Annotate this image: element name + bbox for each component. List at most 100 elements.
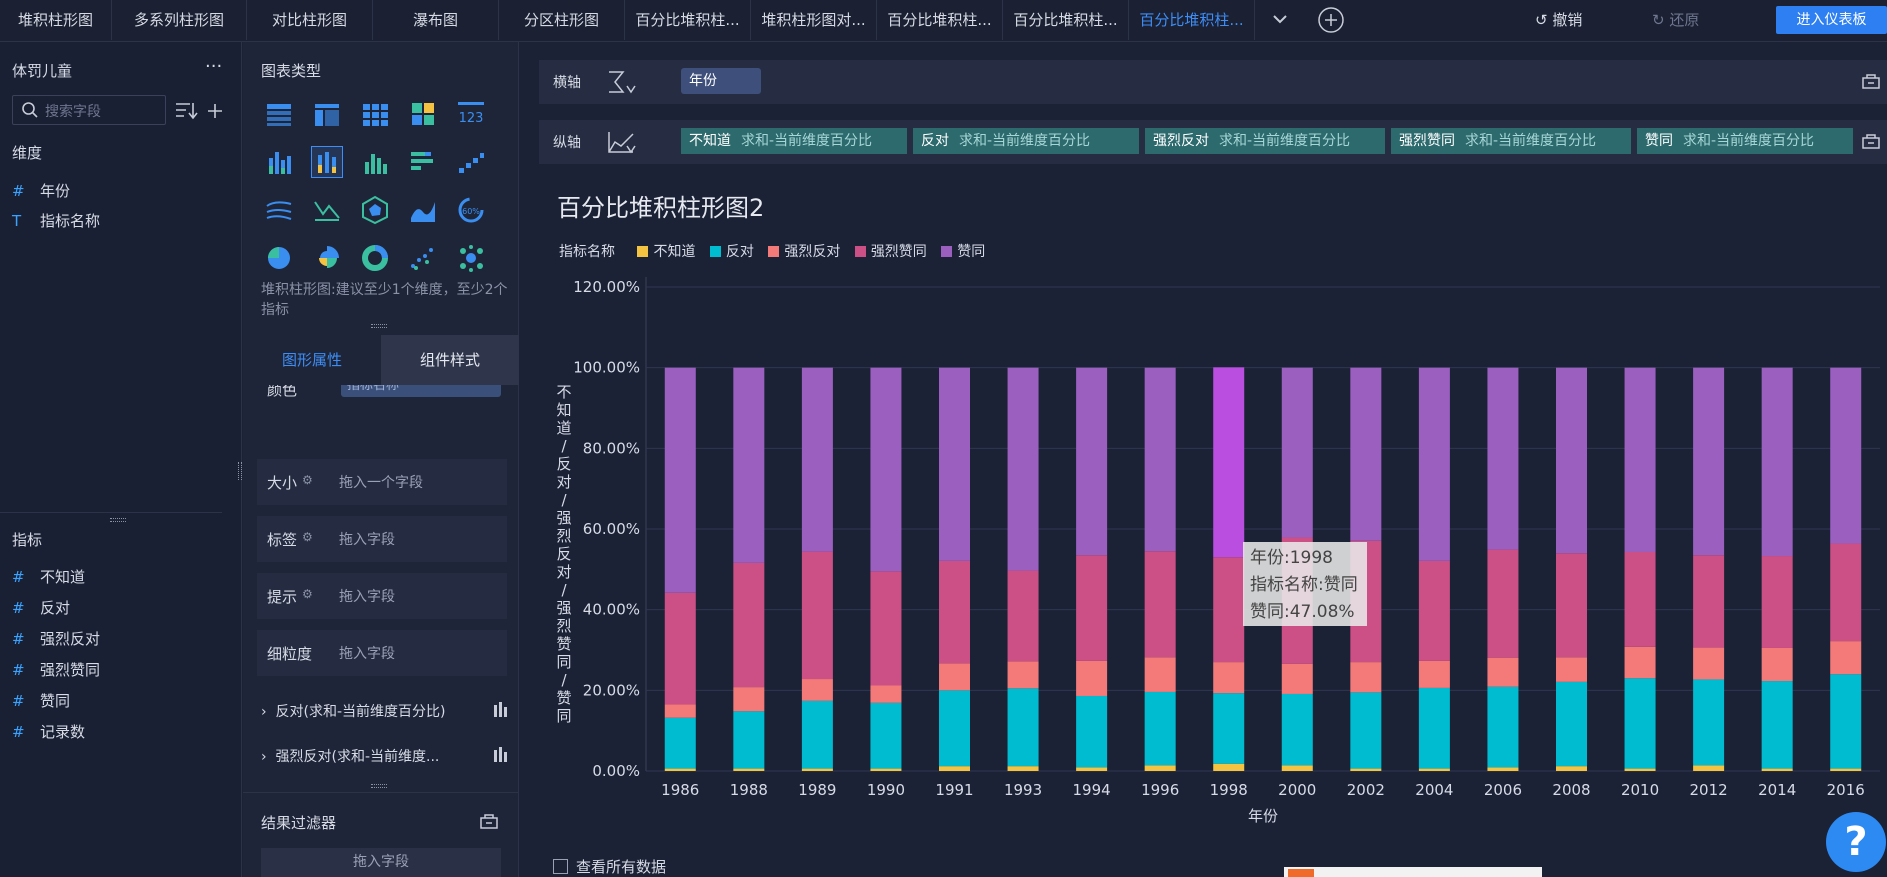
axis-settings-icon[interactable] <box>1861 72 1881 94</box>
size-drop-zone[interactable]: 拖入一个字段 <box>339 475 423 491</box>
tab-compare-bar[interactable]: 对比柱形图 <box>247 0 373 40</box>
table-chart-icon[interactable] <box>263 98 295 130</box>
filter-drop-zone[interactable]: 拖入字段 <box>261 848 501 877</box>
gear-icon[interactable]: ⚙ <box>302 473 313 487</box>
line-chart-icon[interactable] <box>263 194 295 226</box>
percent-stacked-bar-icon[interactable] <box>311 146 343 178</box>
multi-line-icon[interactable] <box>311 194 343 226</box>
measure-field-strongly-agree[interactable]: # 强烈赞同 <box>12 659 100 681</box>
heat-grid-icon[interactable] <box>407 98 439 130</box>
y-field-pill-strongly-agree[interactable]: 强烈赞同 求和-当前维度百分比 <box>1391 128 1631 154</box>
measure-field-record-count[interactable]: # 记录数 <box>12 721 85 743</box>
y-field-pill-dont-know[interactable]: 不知道 求和-当前维度百分比 <box>681 128 907 154</box>
radar-chart-icon[interactable] <box>359 194 391 226</box>
x-field-pill[interactable]: 年份 <box>681 68 761 94</box>
undo-button[interactable]: ↺ 撤销 <box>1535 0 1582 40</box>
label-property-row[interactable]: 标签 ⚙ 拖入字段 <box>257 516 507 562</box>
help-button[interactable]: ? <box>1826 812 1886 872</box>
size-property-row[interactable]: 大小 ⚙ 拖入一个字段 <box>257 459 507 505</box>
grid-table-icon[interactable] <box>359 98 391 130</box>
see-all-data-checkbox[interactable]: 查看所有数据 <box>553 856 666 877</box>
search-input[interactable]: 搜索字段 <box>12 95 166 125</box>
granularity-property-row[interactable]: 细粒度 拖入字段 <box>257 630 507 676</box>
dimension-field-indicator-name[interactable]: T 指标名称 <box>12 210 100 232</box>
color-field-pill[interactable]: 指标名称 <box>341 385 501 397</box>
tooltip-drop-zone[interactable]: 拖入字段 <box>339 589 395 605</box>
tab-graphic-properties[interactable]: 图形属性 <box>243 335 381 385</box>
bar-chart-icon[interactable] <box>493 701 511 721</box>
measure-field-strongly-oppose[interactable]: # 强烈反对 <box>12 628 100 650</box>
legend-item-strongly-agree[interactable]: 强烈赞同 <box>854 244 927 260</box>
axis-type-icon[interactable] <box>605 68 645 100</box>
add-tab-icon[interactable] <box>1316 0 1346 40</box>
add-field-icon[interactable] <box>206 102 224 120</box>
filter-settings-icon[interactable] <box>479 812 499 830</box>
legend-item-oppose[interactable]: 反对 <box>709 244 754 260</box>
checkbox-box[interactable] <box>553 859 568 874</box>
redo-button[interactable]: ↻ 还原 <box>1652 0 1699 40</box>
chart-tooltip: 年份:1998 指标名称:赞同 赞同:47.08% <box>1243 542 1367 626</box>
legend-item-strongly-oppose[interactable]: 强烈反对 <box>768 244 840 260</box>
chevron-down-icon[interactable] <box>1262 0 1298 40</box>
horizontal-bar-icon[interactable] <box>407 146 439 178</box>
area-chart-icon[interactable] <box>407 194 439 226</box>
bar-chart-icon[interactable] <box>493 746 511 766</box>
measure-field-dont-know[interactable]: # 不知道 <box>12 566 85 588</box>
legend-item-dont-know[interactable]: 不知道 <box>637 244 695 260</box>
resize-handle[interactable] <box>371 324 387 328</box>
y-field-pill-agree[interactable]: 赞同 求和-当前维度百分比 <box>1637 128 1853 154</box>
field-panel: 体罚儿童 ··· 搜索字段 维度 # 年份 T 指标名称 指标 # 不知道 # 反对 #… <box>0 42 242 877</box>
gear-icon[interactable]: ⚙ <box>302 587 313 601</box>
y-field-pill-oppose[interactable]: 反对 求和-当前维度百分比 <box>913 128 1139 154</box>
redo-icon: ↻ <box>1652 11 1665 29</box>
field-label: 指标名称 <box>40 212 101 230</box>
legend-item-agree[interactable]: 赞同 <box>941 244 985 260</box>
floating-toolbar[interactable] <box>1284 867 1542 877</box>
tab-stacked-compare[interactable]: 堆积柱形图对... <box>751 0 877 40</box>
see-all-label: 查看所有数据 <box>576 858 667 876</box>
resize-handle[interactable] <box>110 518 126 522</box>
enter-dashboard-button[interactable]: 进入仪表板 <box>1776 6 1887 34</box>
tab-waterfall[interactable]: 瀑布图 <box>373 0 499 40</box>
gauge-chart-icon[interactable]: 60% <box>455 194 487 226</box>
multi-series-bar-icon[interactable] <box>359 146 391 178</box>
label-drop-zone[interactable]: 拖入字段 <box>339 532 395 548</box>
sort-fields-icon[interactable] <box>174 100 200 122</box>
step-chart-icon[interactable] <box>455 146 487 178</box>
measure-field-agree[interactable]: # 赞同 <box>12 690 70 712</box>
series-row-strongly-oppose[interactable]: › 强烈反对(求和-当前维度... <box>261 746 511 766</box>
legend-swatch <box>854 246 866 257</box>
color-label: 颜色 <box>267 385 298 399</box>
kpi-number-icon[interactable]: 123 <box>455 98 487 130</box>
scatter-chart-icon[interactable] <box>407 242 439 274</box>
axis-settings-icon[interactable] <box>1861 132 1881 154</box>
tab-stacked-bar[interactable]: 堆积柱形图 <box>0 0 112 40</box>
tab-percent-stacked-3[interactable]: 百分比堆积柱... <box>1003 0 1129 40</box>
tab-percent-stacked-2[interactable]: 百分比堆积柱... <box>877 0 1003 40</box>
pie-chart-icon[interactable] <box>263 242 295 274</box>
color-row[interactable]: 颜色 指标名称 <box>257 385 507 399</box>
stacked-bar-icon[interactable] <box>263 146 295 178</box>
bubble-chart-icon[interactable] <box>455 242 487 274</box>
cross-table-icon[interactable] <box>311 98 343 130</box>
more-icon[interactable]: ··· <box>205 56 223 77</box>
tooltip-property-row[interactable]: 提示 ⚙ 拖入字段 <box>257 573 507 619</box>
y-field-pill-strongly-oppose[interactable]: 强烈反对 求和-当前维度百分比 <box>1145 128 1385 154</box>
tab-multi-series-bar[interactable]: 多系列柱形图 <box>112 0 247 40</box>
resize-handle[interactable] <box>371 784 387 788</box>
tab-component-style[interactable]: 组件样式 <box>381 335 519 385</box>
chart-title: 百分比堆积柱形图2 <box>557 194 765 222</box>
gear-icon[interactable]: ⚙ <box>302 530 313 544</box>
dimension-field-year[interactable]: # 年份 <box>12 180 70 202</box>
panel-resize-handle[interactable] <box>238 462 242 480</box>
series-label: 反对(求和-当前维度百分比) <box>275 704 446 720</box>
measure-field-oppose[interactable]: # 反对 <box>12 597 70 619</box>
tab-partition-bar[interactable]: 分区柱形图 <box>499 0 625 40</box>
axis-type-icon[interactable] <box>605 128 645 160</box>
series-row-oppose[interactable]: › 反对(求和-当前维度百分比) <box>261 701 511 721</box>
donut-chart-icon[interactable] <box>359 242 391 274</box>
tab-percent-stacked-1[interactable]: 百分比堆积柱... <box>625 0 751 40</box>
granularity-drop-zone[interactable]: 拖入字段 <box>339 646 395 662</box>
rose-pie-icon[interactable] <box>311 242 343 274</box>
tab-percent-stacked-active[interactable]: 百分比堆积柱... <box>1129 0 1255 40</box>
